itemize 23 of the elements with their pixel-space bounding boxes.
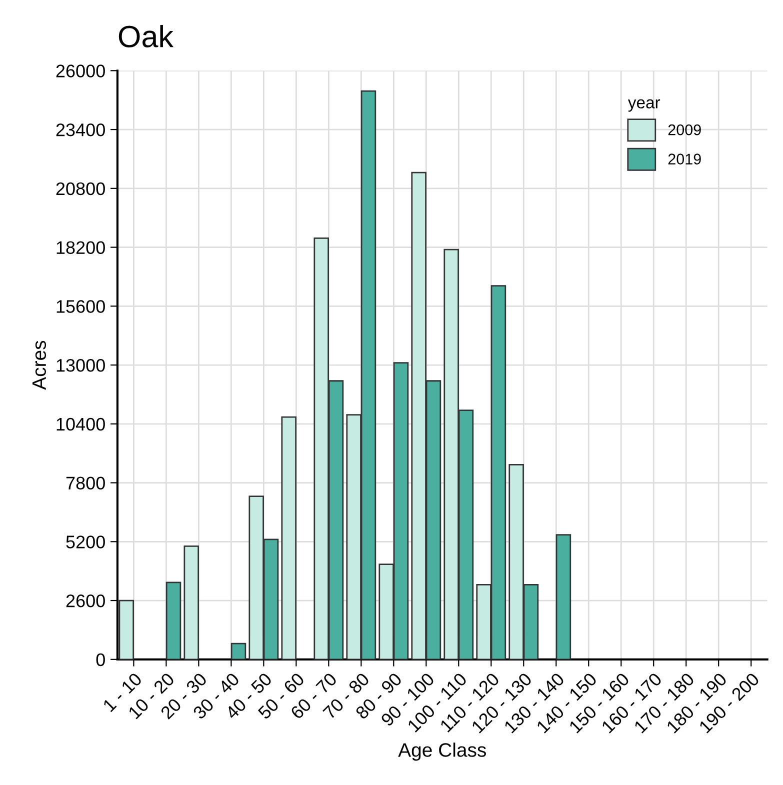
y-tick-label: 15600	[56, 300, 105, 313]
legend-label: 2019	[668, 154, 701, 164]
y-tick-label: 26000	[56, 64, 105, 78]
legend-label: 2009	[668, 124, 701, 136]
y-tick-label: 5200	[66, 536, 105, 548]
bar	[281, 416, 296, 660]
y-tick-label: 10400	[56, 418, 105, 431]
y-tick-label: 13000	[56, 358, 105, 372]
bar	[166, 582, 182, 660]
y-tick-label: 18200	[56, 241, 105, 254]
y-tick-label: 20800	[56, 182, 105, 196]
y-tick-label: 0	[96, 653, 105, 666]
bar	[556, 534, 572, 660]
chart-title: Oak	[118, 24, 174, 48]
bar	[184, 545, 200, 660]
x-axis-title: Age Class	[398, 742, 486, 761]
legend-title: year	[628, 99, 660, 112]
y-tick-label: 7800	[66, 476, 105, 490]
y-tick-label: 2600	[66, 594, 105, 608]
y-tick-label: 23400	[56, 123, 105, 136]
y-axis-title: Acres	[32, 340, 46, 390]
bar	[118, 600, 134, 660]
bar	[230, 642, 246, 660]
